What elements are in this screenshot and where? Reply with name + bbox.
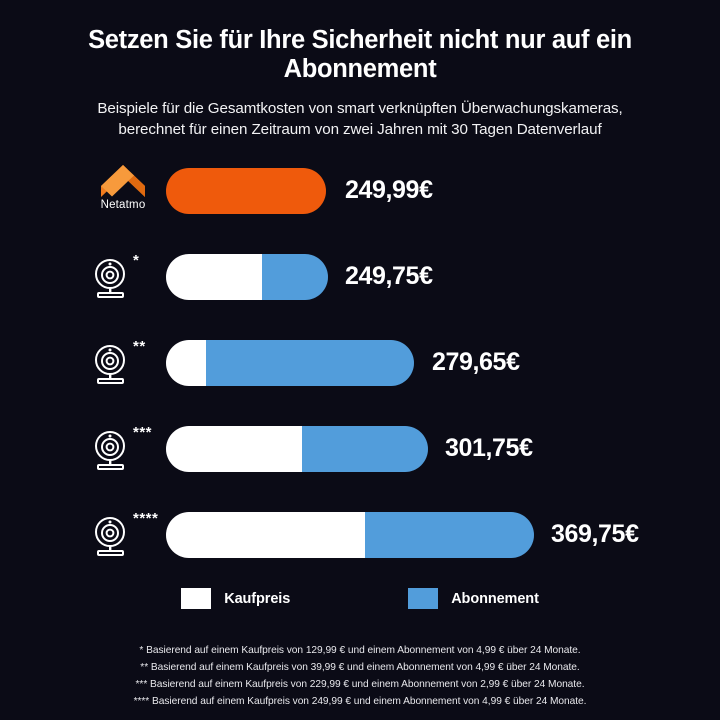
legend-swatch-purchase	[181, 588, 212, 609]
subtitle-line-2: berechnet für einen Zeitraum von zwei Ja…	[118, 121, 602, 139]
legend-swatch-subscription	[408, 588, 439, 609]
row-icon-cam-3: ***	[85, 421, 163, 477]
bar-row-1	[166, 253, 328, 300]
footnote-marker: ***	[133, 423, 153, 441]
webcam-icon	[95, 516, 125, 556]
table-row: * 249,75€	[0, 249, 720, 305]
price-label: 249,99€	[345, 176, 433, 205]
legend-item-subscription: Abonnement	[408, 588, 539, 609]
webcam-icon	[95, 430, 125, 470]
bar-segment-purchase	[166, 511, 365, 558]
bar-segment-subscription	[364, 511, 534, 558]
footnotes: * Basierend auf einem Kaufpreis von 129,…	[0, 642, 720, 711]
table-row: *** 301,75€	[0, 421, 720, 477]
table-row: ** 279,65€	[0, 335, 720, 391]
row-icon-cam-2: **	[85, 335, 163, 391]
page-subtitle: Beispiele für die Gesamtkosten von smart…	[22, 98, 698, 141]
table-row: Netatmo 249,99€	[0, 163, 720, 219]
page-title: Setzen Sie für Ihre Sicherheit nicht nur…	[88, 26, 632, 84]
bar-netatmo	[166, 167, 326, 214]
bar-segment-subscription	[205, 339, 414, 386]
subtitle-line-1: Beispiele für die Gesamtkosten von smart…	[97, 99, 623, 117]
chart-legend: Kaufpreis Abonnement	[0, 588, 720, 609]
bar-row-2	[166, 339, 414, 386]
footnote-marker: *	[133, 251, 140, 269]
footnote-1: * Basierend auf einem Kaufpreis von 129,…	[139, 645, 581, 656]
footnote-2: ** Basierend auf einem Kaufpreis von 39,…	[140, 662, 580, 674]
bar-row-3	[166, 425, 428, 472]
price-label: 249,75€	[345, 262, 433, 291]
footnote-4: **** Basierend auf einem Kaufpreis von 2…	[133, 696, 587, 708]
legend-item-purchase: Kaufpreis	[181, 588, 290, 609]
bar-segment-total	[166, 167, 326, 214]
price-label: 279,65€	[432, 348, 520, 377]
bar-chart: Netatmo 249,99€ *	[0, 163, 720, 573]
bar-segment-subscription	[261, 253, 328, 300]
price-label: 369,75€	[551, 520, 639, 549]
netatmo-chevron-icon	[101, 165, 145, 198]
footnote-3: *** Basierend auf einem Kaufpreis von 22…	[135, 679, 585, 691]
webcam-icon	[95, 344, 125, 384]
bar-segment-subscription	[302, 425, 428, 472]
row-icon-netatmo: Netatmo	[85, 163, 163, 219]
bar-segment-purchase	[166, 339, 206, 386]
row-icon-cam-4: ****	[85, 507, 163, 563]
header: Setzen Sie für Ihre Sicherheit nicht nur…	[0, 0, 720, 141]
bar-segment-purchase	[166, 425, 303, 472]
footnote-marker: ****	[133, 509, 159, 527]
price-label: 301,75€	[445, 434, 533, 463]
webcam-icon	[95, 258, 125, 298]
bar-segment-purchase	[166, 253, 262, 300]
footnote-marker: **	[133, 337, 146, 355]
legend-label-subscription: Abonnement	[451, 590, 539, 607]
bar-row-4	[166, 511, 534, 558]
netatmo-logo: Netatmo	[85, 164, 161, 211]
table-row: **** 369,75€	[0, 507, 720, 563]
legend-label-purchase: Kaufpreis	[224, 590, 291, 607]
row-icon-cam-1: *	[85, 249, 163, 305]
netatmo-wordmark: Netatmo	[100, 199, 146, 212]
